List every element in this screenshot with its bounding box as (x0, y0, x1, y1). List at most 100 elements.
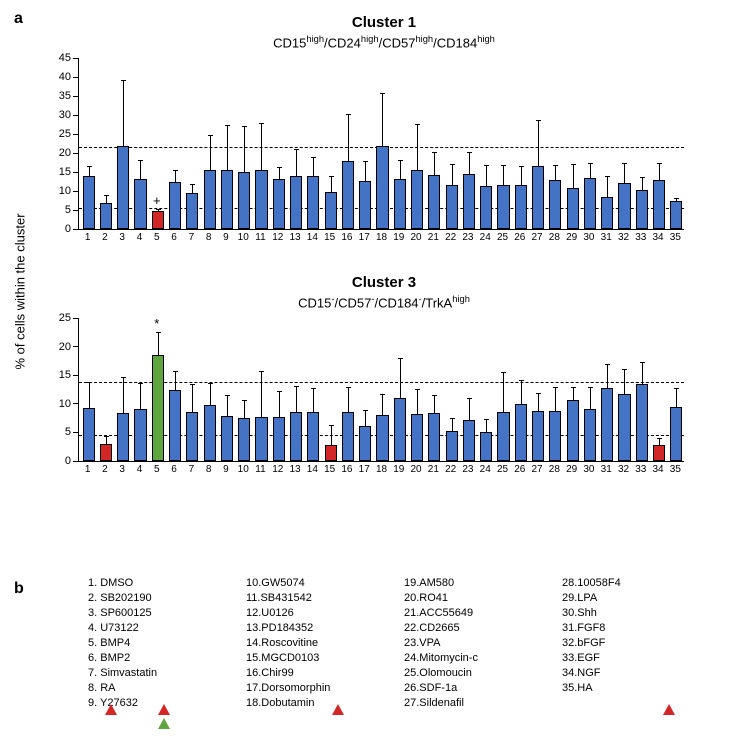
bar (618, 183, 630, 229)
legend-item: 17.Dorsomorphin (246, 681, 330, 696)
bar (532, 411, 544, 461)
bar (152, 211, 164, 229)
bar (428, 175, 440, 229)
bar (376, 146, 388, 229)
legend-item: 8. RA (88, 681, 157, 696)
bar (238, 172, 250, 229)
legend-item: 25.Olomoucin (404, 666, 478, 681)
bar (394, 179, 406, 229)
bar (290, 412, 302, 461)
legend-item: 12.U0126 (246, 606, 330, 621)
legend-item: 7. Simvastatin (88, 666, 157, 681)
legend-item: 14.Roscovitine (246, 636, 330, 651)
legend-item: 28.10058F4 (562, 576, 621, 591)
legend-item: 2. SB202190 (88, 591, 157, 606)
bar (325, 445, 337, 461)
bar (134, 179, 146, 229)
bar (100, 203, 112, 229)
panel-letter-b: b (14, 580, 24, 598)
bar (446, 185, 458, 229)
bar (394, 398, 406, 461)
bar (342, 161, 354, 229)
legend-item: 30.Shh (562, 606, 621, 621)
bar (601, 197, 613, 229)
bar (618, 394, 630, 461)
bar (169, 390, 181, 461)
bar (411, 414, 423, 461)
legend-item: 33.EGF (562, 651, 621, 666)
bar (497, 185, 509, 229)
y-axis-label: % of cells within the cluster (13, 213, 28, 369)
bar (359, 181, 371, 229)
bar (515, 404, 527, 461)
bar (549, 411, 561, 461)
bar (376, 415, 388, 461)
bar (83, 176, 95, 229)
legend-item: 32.bFGF (562, 636, 621, 651)
cluster1-chart: Cluster 1 CD15high/CD24high/CD57high/CD1… (78, 14, 690, 252)
legend-item: 35.HA (562, 681, 621, 696)
bar (186, 193, 198, 229)
bar (567, 188, 579, 229)
bar (255, 170, 267, 229)
bar (480, 432, 492, 461)
bar (497, 412, 509, 461)
legend-item: 6. BMP2 (88, 651, 157, 666)
bar (653, 180, 665, 230)
legend-item: 19.AM580 (404, 576, 478, 591)
bar (307, 176, 319, 229)
cluster3-plot: 0510152025123456789101112131415161718192… (78, 318, 684, 462)
legend-item: 24.Mitomycin-c (404, 651, 478, 666)
legend-item: 3. SP600125 (88, 606, 157, 621)
bar (221, 416, 233, 461)
bar (83, 408, 95, 461)
bar (255, 417, 267, 461)
cluster1-subtitle: CD15high/CD24high/CD57high/CD184high (78, 34, 690, 50)
bar (584, 409, 596, 461)
bar (359, 426, 371, 461)
bar (204, 170, 216, 229)
bar (152, 355, 164, 461)
bar (584, 178, 596, 229)
legend-item: 26.SDF-1a (404, 681, 478, 696)
bar (186, 412, 198, 461)
cluster3-title: Cluster 3 (78, 274, 690, 291)
bar (290, 176, 302, 229)
legend-item: 23.VPA (404, 636, 478, 651)
legend-item: 20.RO41 (404, 591, 478, 606)
bar (117, 413, 129, 461)
panel-letter-a: a (14, 10, 23, 28)
cluster1-plot: 0510152025303540451234567891011121314151… (78, 58, 684, 230)
up-triangle-green (158, 718, 170, 729)
bar (670, 407, 682, 461)
bar (411, 170, 423, 229)
bar (134, 409, 146, 461)
bar (463, 420, 475, 461)
bar (532, 166, 544, 229)
legend-item: 29.LPA (562, 591, 621, 606)
bar (307, 412, 319, 461)
bar (601, 388, 613, 461)
cluster3-chart: Cluster 3 CD15-/CD57-/CD184-/TrkAhigh 05… (78, 274, 690, 484)
cluster3-subtitle: CD15-/CD57-/CD184-/TrkAhigh (78, 294, 690, 310)
legend-item: 11.SB431542 (246, 591, 330, 606)
legend-item: 5. BMP4 (88, 636, 157, 651)
bar (117, 146, 129, 229)
bar (169, 182, 181, 229)
up-triangle-red (332, 704, 344, 715)
cluster1-title: Cluster 1 (78, 14, 690, 31)
legend-item: 15.MGCD0103 (246, 651, 330, 666)
legend-item: 10.GW5074 (246, 576, 330, 591)
triangle-markers (88, 704, 728, 722)
bar (636, 190, 648, 229)
bar (567, 400, 579, 461)
up-triangle-red (663, 704, 675, 715)
bar (670, 201, 682, 229)
bar (342, 412, 354, 461)
bar (273, 179, 285, 229)
bar (100, 444, 112, 461)
legend-item: 16.Chir99 (246, 666, 330, 681)
bar (515, 185, 527, 229)
bar (273, 417, 285, 461)
legend-item: 21.ACC55649 (404, 606, 478, 621)
